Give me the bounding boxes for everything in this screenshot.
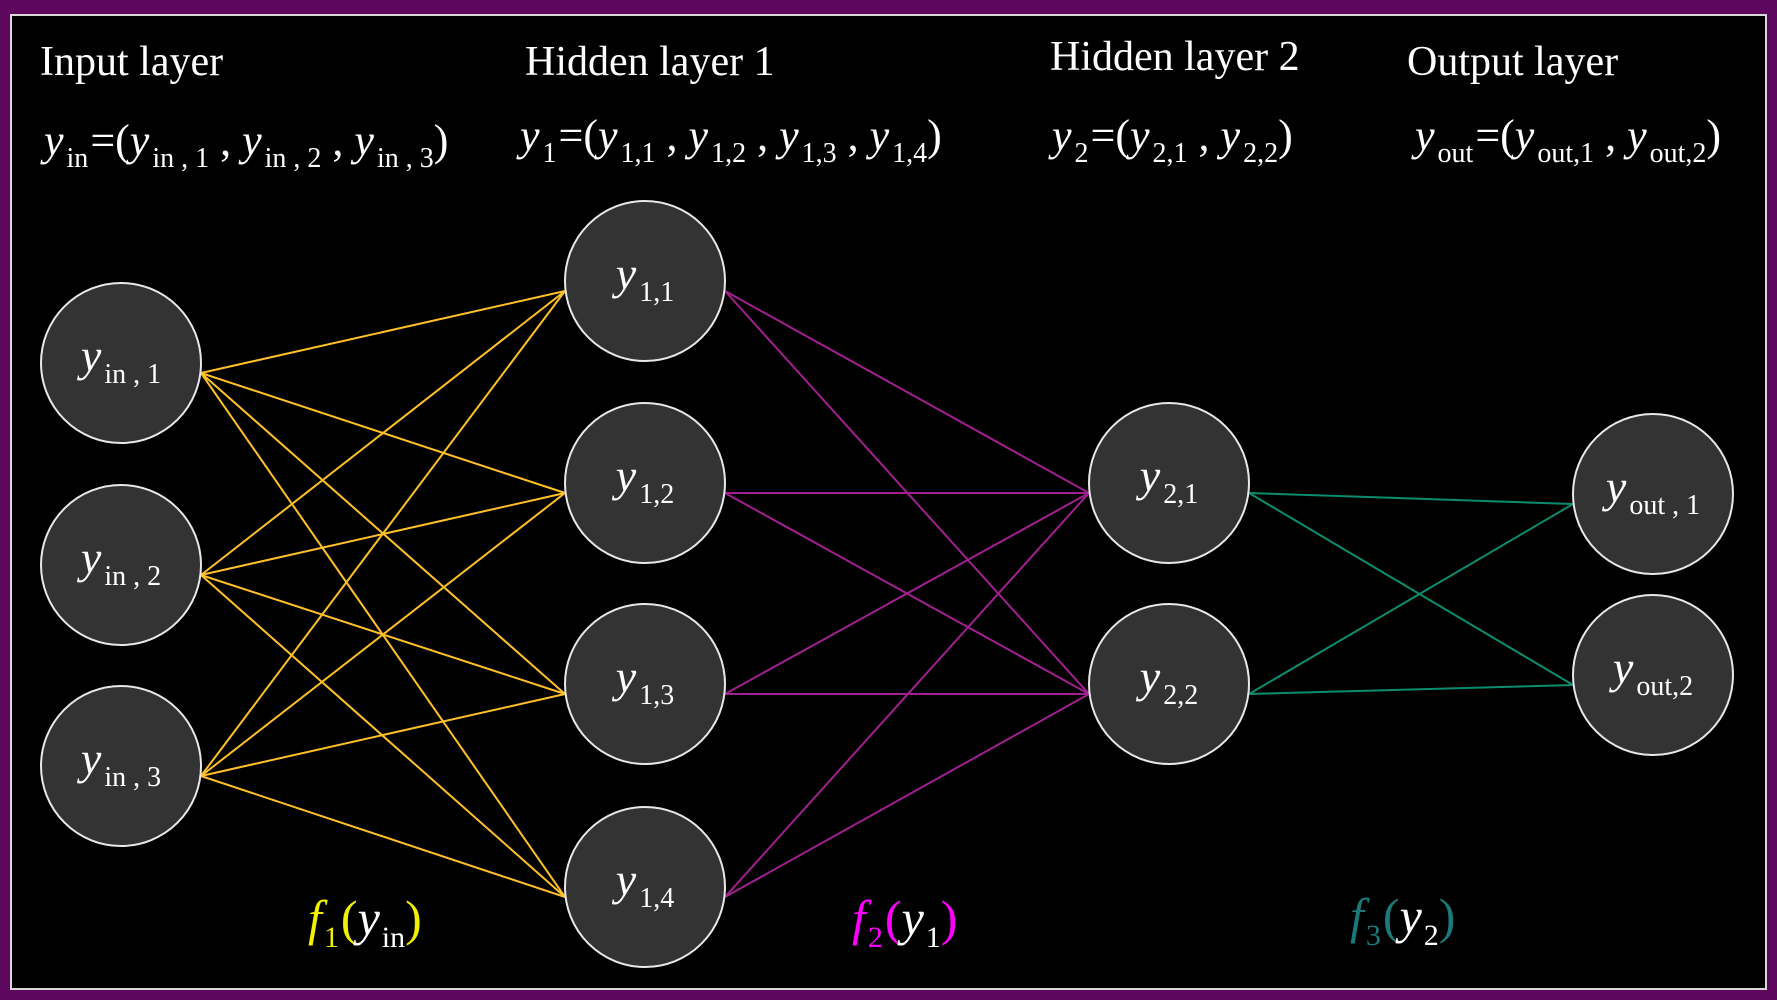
edge-group-hidden1-to-hidden2	[724, 290, 1090, 898]
node-circle-input-1	[40, 282, 202, 444]
diagram-canvas	[10, 14, 1767, 990]
edge-l3-1-2	[1248, 492, 1574, 686]
node-label-input-3: yin , 3​	[77, 733, 161, 793]
edge-group-input-to-hidden1	[200, 290, 566, 898]
node-circle-hidden1-3	[564, 603, 726, 765]
node-circle-hidden2-1	[1088, 402, 1250, 564]
node-circle-input-2	[40, 484, 202, 646]
edge-l2-4-2	[724, 693, 1090, 898]
hidden-layer-1-formula: y1​=(y1,1​ , y1,2​ , y1,3​ , y1,4​)	[516, 111, 942, 169]
node-circle-hidden1-2	[564, 402, 726, 564]
node-label-hidden1-1: y1,1​	[612, 248, 674, 308]
hidden-layer-2-formula: y2​=(y2,1​ , y2,2​)	[1048, 111, 1293, 169]
node-circle-output-2	[1572, 594, 1734, 756]
edge-l3-2-1	[1248, 503, 1574, 695]
node-label-hidden1-2: y1,2​	[612, 450, 674, 510]
node-circle-hidden1-4	[564, 806, 726, 968]
node-circle-hidden2-2	[1088, 603, 1250, 765]
hidden-layer-1-nodes: y1,1​ y1,2​ y1,3​ y1,4​	[564, 200, 726, 968]
node-label-input-2: yin , 2​	[77, 532, 161, 592]
node-circle-output-1	[1572, 413, 1734, 575]
function-label-f1: f1(yin)	[308, 890, 422, 954]
output-layer-title: Output layer	[1407, 39, 1618, 85]
function-label-f2: f2(y1)	[852, 890, 957, 954]
edge-l3-2-2	[1248, 684, 1574, 695]
edge-l1-1-1	[200, 290, 566, 374]
edge-l1-3-1	[200, 290, 566, 777]
node-circle-hidden1-1	[564, 200, 726, 362]
node-label-hidden2-1: y2,1​	[1136, 450, 1198, 510]
edge-l2-4-1	[724, 492, 1090, 898]
edge-l3-1-1	[1248, 492, 1574, 505]
hidden-layer-2-nodes: y2,1​ y2,2​	[1088, 402, 1250, 765]
edge-l2-1-1	[724, 290, 1090, 494]
edge-l1-3-2	[200, 492, 566, 777]
hidden-layer-1-title: Hidden layer 1	[525, 39, 775, 85]
input-layer-title: Input layer	[40, 39, 223, 85]
edge-l2-3-1	[724, 492, 1090, 695]
hidden-layer-2-title: Hidden layer 2	[1050, 34, 1300, 80]
input-layer-formula: yin​=(yin , 1​ , yin , 2​ , yin , 3​)	[40, 116, 448, 174]
edge-l1-2-1	[200, 290, 566, 576]
edge-group-hidden2-to-output	[1248, 492, 1574, 695]
input-layer-nodes: yin , 1​ yin , 2​ yin , 3​	[40, 282, 202, 847]
edge-l1-3-4	[200, 775, 566, 898]
function-label-f3: f3(y2)	[1350, 888, 1455, 952]
node-label-hidden2-2: y2,2​	[1136, 651, 1198, 711]
node-label-hidden1-4: y1,4​	[612, 854, 674, 914]
edge-l1-3-3	[200, 693, 566, 777]
node-circle-input-3	[40, 685, 202, 847]
node-label-hidden1-3: y1,3​	[612, 651, 674, 711]
node-label-input-1: yin , 1​	[77, 330, 161, 390]
